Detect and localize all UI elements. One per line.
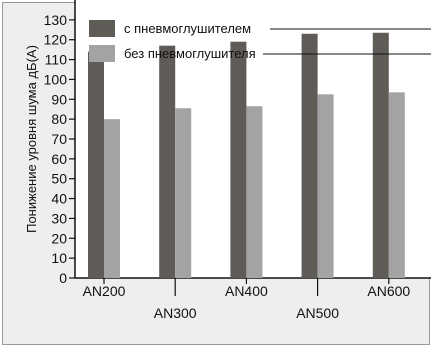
y-tick-label: 80	[51, 111, 67, 127]
legend-label-1: с пневмоглушителем	[124, 21, 251, 36]
axes: 0 10 20 30 40 50 60 70 80 90 100 110 120 130	[44, 0, 431, 286]
bar-with-silencer-an400	[230, 41, 247, 279]
y-tick-label: 110	[45, 52, 68, 68]
bar-without-silencer-an300	[175, 108, 192, 278]
x-tick-labels: AN200 AN300 AN400 AN500 AN600	[83, 278, 410, 321]
y-tick-label: 100	[44, 71, 68, 87]
bar-with-silencer-an300	[159, 45, 176, 278]
y-axis-label: Понижение уровня шума дБ(А)	[24, 45, 39, 233]
y-tick-label: 90	[51, 91, 67, 107]
y-tick-label: 0	[59, 270, 67, 286]
y-tick-label: 70	[51, 131, 67, 147]
bar-without-silencer-an200	[104, 119, 120, 279]
bar-without-silencer-an500	[317, 94, 334, 278]
y-tick-label: 20	[51, 230, 67, 246]
y-tick-label: 120	[44, 32, 68, 48]
bar-with-silencer-an500	[301, 33, 318, 278]
legend-swatch-2	[89, 45, 115, 62]
x-tick-label-an200: AN200	[83, 283, 126, 299]
bar-without-silencer-an400	[246, 106, 263, 278]
legend: с пневмоглушителем без пневмоглушителя	[89, 20, 431, 62]
y-tick-label: 30	[51, 210, 67, 226]
y-tick-label: 60	[51, 151, 67, 167]
x-tick-label-an500: AN500	[296, 305, 339, 321]
bar-without-silencer-an600	[388, 92, 405, 278]
bar-with-silencer-an200	[88, 51, 104, 278]
x-tick-label-an400: AN400	[225, 283, 268, 299]
bar-with-silencer-an600	[372, 32, 389, 279]
x-tick-label-an600: AN600	[367, 283, 410, 299]
legend-label-2: без пневмоглушителя	[124, 46, 256, 61]
y-tick-label: 40	[51, 191, 67, 207]
y-tick-label: 10	[51, 250, 67, 266]
bars	[88, 32, 405, 279]
legend-swatch-1	[89, 20, 115, 37]
x-tick-label-an300: AN300	[154, 305, 197, 321]
y-tick-label: 50	[51, 171, 67, 187]
y-tick-label: 130	[44, 12, 68, 28]
